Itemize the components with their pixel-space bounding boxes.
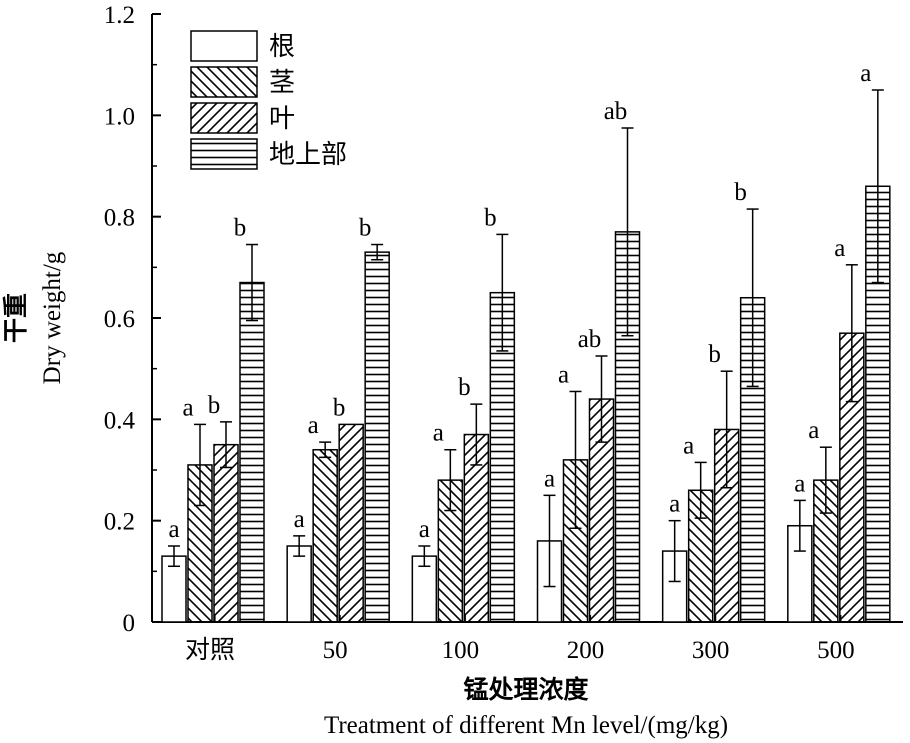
significance-letter: a: [294, 506, 305, 533]
x-axis-ticks: 对照 50 100 200 300 500: [185, 615, 855, 664]
significance-letter: ab: [578, 326, 602, 353]
y-axis-ticks: 0 0.2 0.4 0.6 0.8 1.0 1.2: [104, 2, 161, 637]
significance-letter: b: [458, 374, 471, 401]
x-tick-label: 300: [692, 637, 730, 664]
significance-letter: a: [794, 470, 805, 497]
significance-letter: a: [558, 361, 569, 388]
significance-letter: b: [734, 179, 747, 206]
bar: [312, 448, 338, 623]
significance-letter: b: [333, 394, 346, 421]
bar: [614, 231, 641, 623]
legend-swatch: [190, 102, 258, 134]
bar: [411, 555, 438, 623]
y-tick-label: 0.8: [104, 205, 135, 232]
bar: [286, 545, 312, 623]
legend-label: 根: [269, 32, 295, 61]
x-tick-label: 500: [817, 637, 855, 664]
significance-letter: ab: [604, 98, 628, 125]
x-tick-label: 200: [567, 637, 605, 664]
y-axis-label-cn: 干重: [2, 293, 30, 343]
y-tick-label: 1.0: [104, 103, 135, 130]
bar: [364, 251, 390, 623]
legend-swatch: [190, 66, 258, 98]
x-tick-label: 100: [442, 637, 480, 664]
y-tick-label: 0.4: [104, 407, 136, 434]
significance-letter: a: [182, 394, 193, 421]
significance-letter: a: [683, 432, 694, 459]
y-tick-label: 1.2: [104, 2, 135, 29]
legend-swatch: [190, 138, 258, 170]
y-axis-label-en: Dry weight/g: [39, 251, 66, 384]
bar: [239, 281, 265, 623]
y-tick-label: 0.6: [104, 306, 135, 333]
legend-label: 茎: [269, 68, 295, 97]
significance-letter: a: [433, 420, 444, 447]
significance-letter: a: [419, 516, 430, 543]
x-axis-label-cn: 锰处理浓度: [463, 675, 588, 704]
significance-letter: b: [234, 215, 247, 242]
x-tick-label: 50: [323, 637, 348, 664]
significance-letter: b: [208, 392, 221, 419]
y-tick-label: 0: [123, 610, 136, 637]
significance-letter: b: [708, 341, 721, 368]
bar: [463, 433, 490, 623]
bar: [213, 443, 239, 623]
legend-label: 叶: [269, 104, 295, 133]
x-tick-label: 对照: [185, 636, 235, 664]
x-axis-label-en: Treatment of different Mn level/(mg/kg): [324, 712, 728, 739]
significance-letter: a: [308, 412, 319, 439]
bar: [839, 332, 865, 623]
significance-letter: b: [359, 215, 372, 242]
significance-letter: a: [544, 465, 555, 492]
legend-swatch: [190, 30, 258, 62]
significance-letter: a: [168, 516, 179, 543]
significance-letter: a: [834, 235, 845, 262]
bar: [338, 423, 364, 623]
significance-letter: a: [808, 417, 819, 444]
y-tick-label: 0.2: [104, 509, 135, 536]
legend-label: 地上部: [269, 140, 347, 169]
significance-letter: a: [669, 491, 680, 518]
significance-letter: a: [860, 60, 871, 87]
bar: [161, 555, 187, 623]
significance-letter: b: [484, 204, 497, 231]
